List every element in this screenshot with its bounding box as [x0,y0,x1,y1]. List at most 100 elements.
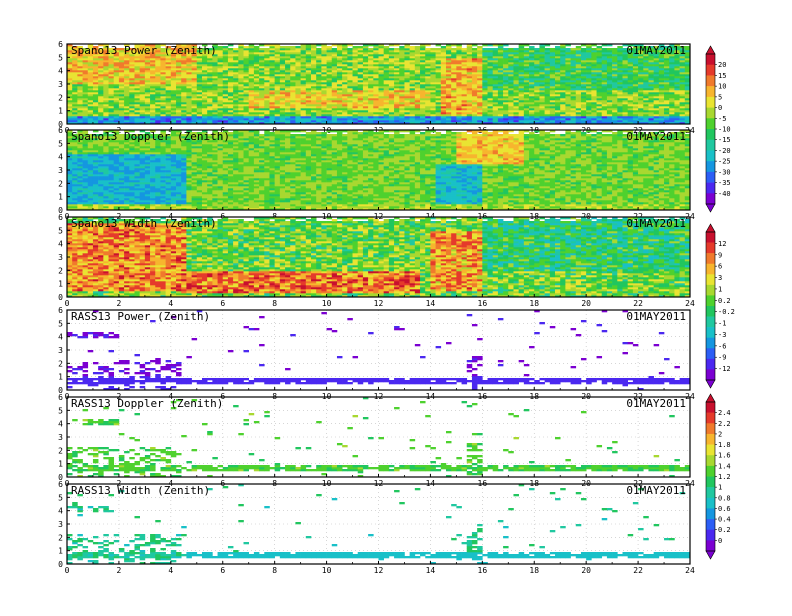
heatmap-cell [664,110,669,112]
heatmap-cell [285,94,290,96]
heatmap-cell [337,54,342,56]
heatmap-cell [617,64,622,66]
heatmap-cell [140,98,145,100]
heatmap-cell [342,114,347,116]
heatmap-cell [280,84,285,86]
heatmap-cell [72,182,77,184]
heatmap-cell [477,94,482,96]
heatmap-cell [134,78,139,80]
heatmap-cell [384,62,389,64]
heatmap-cell [311,62,316,64]
heatmap-cell [197,100,202,102]
heatmap-cell [93,80,98,82]
heatmap-cell [654,90,659,92]
heatmap-cell [358,108,363,110]
heatmap-cell [72,82,77,84]
heatmap-cell [295,46,300,48]
heatmap-cell [519,120,524,122]
heatmap-cell [597,100,602,102]
heatmap-cell [425,58,430,60]
heatmap-cell [571,64,576,66]
heatmap-cell [275,102,280,104]
heatmap-cell [664,116,669,118]
heatmap-cell [337,86,342,88]
heatmap-cell [176,58,181,60]
heatmap-cell [150,76,155,78]
heatmap-cell [664,82,669,84]
heatmap-cell [129,76,134,78]
heatmap-cell [358,82,363,84]
heatmap-cell [441,94,446,96]
heatmap-cell [664,118,669,120]
heatmap-cell [633,70,638,72]
heatmap-cell [119,104,124,106]
heatmap-cell [508,60,513,62]
heatmap-cell [327,104,332,106]
heatmap-cell [493,80,498,82]
heatmap-cell [358,106,363,108]
heatmap-cell [612,96,617,98]
heatmap-cell [633,58,638,60]
heatmap-cell [238,50,243,52]
heatmap-cell [218,100,223,102]
heatmap-cell [160,118,165,120]
heatmap-cell [218,78,223,80]
heatmap-cell [394,70,399,72]
heatmap-cell [654,112,659,114]
heatmap-cell [238,64,243,66]
heatmap-cell [623,112,628,114]
heatmap-cell [534,68,539,70]
heatmap-cell [565,110,570,112]
heatmap-cell [425,100,430,102]
heatmap-cell [612,64,617,66]
heatmap-cell [197,108,202,110]
heatmap-cell [192,90,197,92]
heatmap-cell [301,46,306,48]
heatmap-cell [166,74,171,76]
heatmap-cell [597,50,602,52]
heatmap-cell [503,82,508,84]
heatmap-cell [332,62,337,64]
heatmap-cell [415,48,420,50]
heatmap-cell [477,72,482,74]
heatmap-cell [607,114,612,116]
heatmap-cell [659,116,664,118]
heatmap-cell [513,100,518,102]
heatmap-cell [436,52,441,54]
heatmap-cell [467,52,472,54]
heatmap-cell [373,84,378,86]
heatmap-cell [134,60,139,62]
heatmap-cell [254,88,259,90]
heatmap-cell [119,72,124,74]
heatmap-cell [254,58,259,60]
heatmap-cell [83,82,88,84]
heatmap-cell [337,72,342,74]
heatmap-cell [648,58,653,60]
heatmap-cell [103,58,108,60]
heatmap-cell [186,98,191,100]
heatmap-cell [446,46,451,48]
heatmap-cell [176,90,181,92]
heatmap-cell [275,108,280,110]
heatmap-cell [456,90,461,92]
heatmap-cell [545,114,550,116]
heatmap-cell [83,194,88,196]
heatmap-cell [394,82,399,84]
heatmap-cell [628,118,633,120]
heatmap-cell [197,112,202,114]
heatmap-cell [669,116,674,118]
heatmap-cell [311,94,316,96]
heatmap-cell [88,112,93,114]
heatmap-cell [420,96,425,98]
heatmap-cell [664,92,669,94]
heatmap-cell [233,60,238,62]
heatmap-cell [332,50,337,52]
heatmap-cell [244,78,249,80]
heatmap-cell [576,120,581,122]
heatmap-cell [321,112,326,114]
heatmap-cell [467,66,472,68]
heatmap-cell [680,102,685,104]
heatmap-cell [513,52,518,54]
heatmap-cell [72,188,77,190]
heatmap-cell [347,90,352,92]
